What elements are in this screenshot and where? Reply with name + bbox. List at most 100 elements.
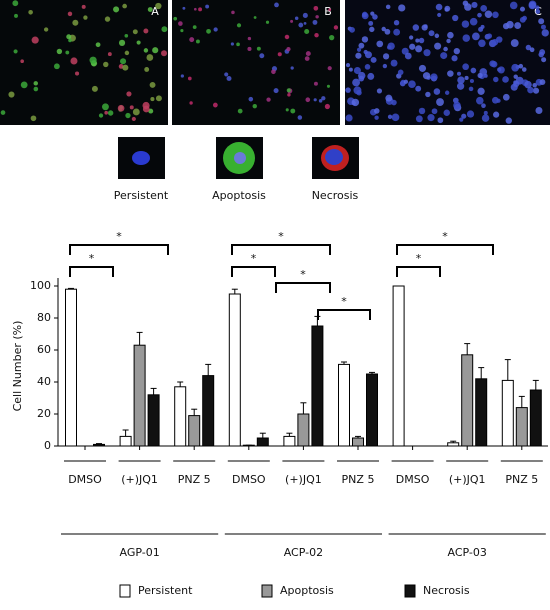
cell	[33, 81, 38, 86]
cell	[471, 1, 478, 9]
cell	[434, 33, 440, 39]
cell	[124, 33, 129, 38]
cell	[318, 99, 323, 103]
micrograph	[345, 0, 550, 125]
cell	[540, 24, 546, 30]
cell	[189, 37, 195, 43]
cell	[539, 79, 546, 85]
cell	[376, 40, 384, 48]
bar	[515, 407, 528, 447]
cell	[502, 93, 510, 101]
cell	[277, 52, 282, 57]
cell	[418, 37, 425, 44]
cell	[248, 96, 254, 102]
bar	[119, 435, 132, 447]
bar	[256, 437, 269, 447]
cell	[72, 19, 79, 26]
bar	[461, 354, 474, 447]
bar	[311, 325, 324, 447]
cell	[415, 115, 423, 123]
bar	[392, 285, 405, 447]
cell	[298, 22, 304, 28]
bar	[529, 389, 542, 447]
cell	[425, 91, 431, 98]
cell	[431, 108, 438, 115]
cell	[290, 66, 294, 70]
cell	[505, 117, 512, 124]
cell	[146, 54, 154, 61]
cell	[385, 94, 393, 102]
cell	[297, 115, 303, 120]
cell	[286, 88, 291, 93]
significance-mark: *	[251, 252, 257, 265]
cell	[351, 98, 360, 107]
cell	[122, 3, 127, 9]
cell	[478, 39, 486, 48]
cell	[541, 57, 547, 63]
cell	[418, 107, 426, 115]
cell	[103, 61, 109, 68]
cell	[384, 28, 391, 35]
cell	[393, 28, 401, 36]
cell-nucleus	[234, 152, 246, 164]
bar	[447, 442, 460, 447]
cell	[527, 86, 534, 94]
cell	[462, 34, 471, 42]
significance-mark: *	[300, 268, 306, 281]
cell	[466, 110, 475, 118]
cell	[247, 46, 252, 51]
cell	[294, 16, 299, 20]
cell	[391, 113, 400, 122]
cell	[358, 71, 366, 80]
cell	[252, 103, 257, 109]
cell	[321, 96, 326, 101]
cell	[480, 24, 485, 29]
micrograph	[172, 0, 340, 125]
cell	[409, 43, 416, 50]
cell	[83, 15, 88, 20]
micrograph	[0, 0, 168, 125]
cell	[265, 20, 270, 24]
cell	[101, 103, 109, 111]
panel-label: B	[324, 5, 332, 18]
legend-label: Necrosis	[423, 584, 470, 597]
cell	[390, 59, 398, 67]
legend-swatch	[261, 584, 273, 598]
cell	[180, 29, 184, 33]
cell	[462, 0, 469, 6]
cell	[387, 114, 393, 119]
y-tick-label: 0	[44, 439, 51, 452]
cell	[132, 29, 138, 35]
cell	[461, 113, 467, 119]
cell	[486, 33, 493, 39]
cell	[393, 19, 400, 26]
cell	[315, 15, 319, 19]
significance-bracket	[231, 266, 276, 277]
cell	[535, 9, 541, 14]
cell	[519, 6, 526, 12]
cell	[497, 66, 505, 74]
cell	[535, 5, 540, 10]
cell	[0, 110, 6, 115]
cell	[398, 4, 406, 12]
cell	[305, 97, 311, 103]
cell	[206, 28, 211, 34]
cell	[364, 64, 371, 70]
cell	[412, 24, 420, 31]
significance-mark: *	[278, 230, 284, 243]
cell	[472, 32, 480, 41]
cell	[236, 42, 240, 47]
cell	[155, 2, 162, 10]
cell	[382, 63, 388, 69]
cell	[65, 50, 70, 55]
cell	[510, 83, 518, 91]
cell	[205, 4, 210, 9]
cell	[538, 18, 545, 25]
cell	[182, 6, 186, 10]
cell	[253, 16, 257, 19]
cell	[437, 117, 444, 124]
cell	[385, 4, 391, 10]
cell	[124, 50, 130, 56]
cell	[369, 26, 375, 33]
